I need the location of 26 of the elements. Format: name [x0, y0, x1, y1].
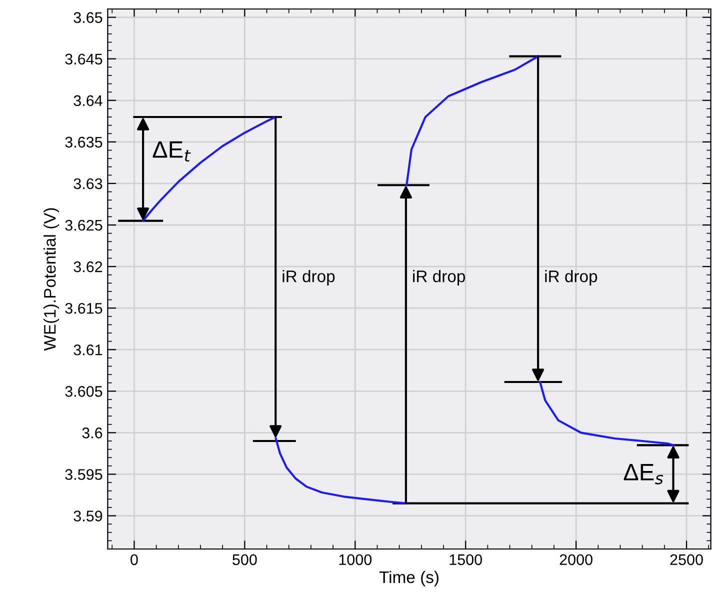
x-tick-label: 2500: [670, 554, 703, 566]
x-tick-label: 2000: [560, 554, 592, 566]
x-tick-label: 0: [130, 554, 138, 566]
x-axis-title: Time (s): [379, 570, 438, 586]
y-tick-label: 3.63: [74, 178, 102, 190]
y-tick-label: 3.615: [65, 302, 102, 314]
x-tick-label: 500: [232, 554, 257, 566]
y-tick-label: 3.61: [74, 344, 102, 356]
y-tick-label: 3.62: [74, 261, 102, 272]
annotation: iR drop: [413, 270, 466, 286]
y-axis-title: WE(1).Potential (V): [44, 208, 60, 351]
x-tick-label: 1000: [339, 554, 372, 566]
annotation: ΔE$_{t}$: [152, 141, 191, 162]
y-tick-label: 3.635: [65, 136, 102, 148]
y-tick-label: 3.65: [74, 12, 102, 23]
y-tick-label: 3.625: [65, 220, 102, 231]
annotation: ΔE$_{s}$: [624, 464, 664, 484]
y-tick-label: 3.64: [74, 95, 102, 106]
annotation: iR drop: [282, 270, 335, 286]
x-tick-label: 1500: [450, 554, 482, 566]
y-tick-label: 3.59: [74, 510, 102, 522]
y-tick-label: 3.595: [65, 469, 102, 480]
annotation: iR drop: [545, 270, 598, 286]
y-tick-label: 3.645: [65, 54, 102, 65]
y-tick-label: 3.6: [82, 428, 102, 438]
y-tick-label: 3.605: [65, 386, 102, 397]
